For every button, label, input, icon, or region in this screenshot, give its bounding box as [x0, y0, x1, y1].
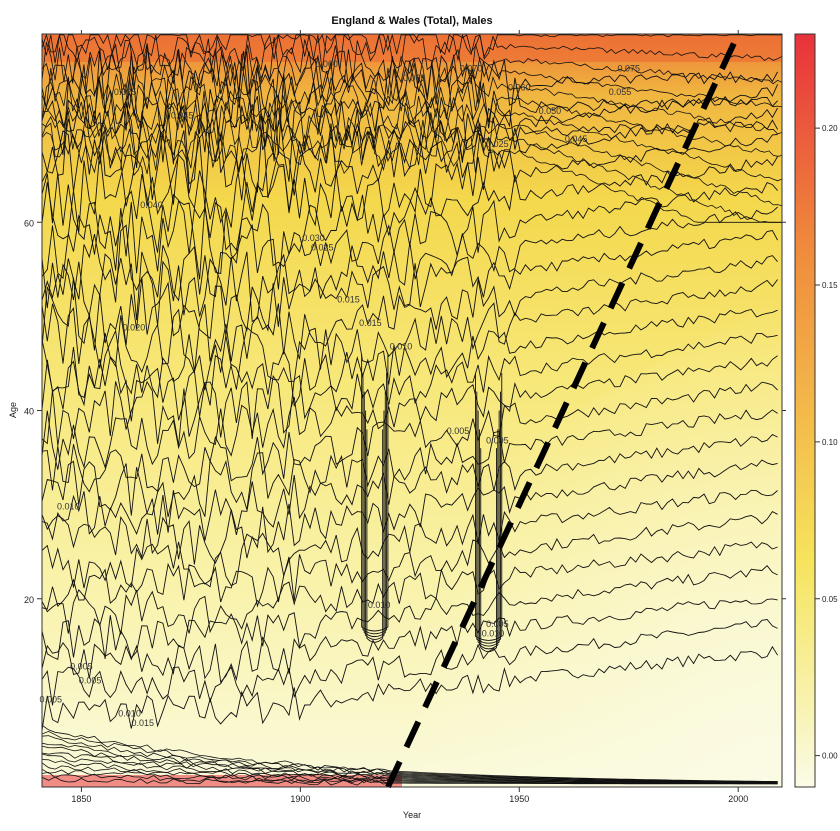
contour-line [42, 619, 778, 706]
contour-line [42, 156, 778, 280]
contour-line [475, 372, 503, 641]
contour-line [476, 391, 501, 644]
contour-line [361, 354, 389, 632]
contour-label: 0.015 [337, 294, 360, 304]
contour-label: 0.025 [311, 242, 334, 252]
contour-label: 0.040 [140, 200, 163, 210]
y-tick-label: 60 [24, 218, 34, 228]
contour-line [42, 541, 778, 635]
contour-label: 0.025 [114, 87, 137, 97]
contour-label: 0.020 [123, 322, 146, 332]
contour-line [42, 50, 782, 108]
contour-label: 0.010 [390, 341, 413, 351]
contour-line [42, 62, 782, 135]
contour-label: 0.015 [131, 718, 154, 728]
contour-line [42, 102, 782, 207]
contour-line [363, 391, 386, 638]
contour-label: 0.010 [118, 708, 141, 718]
contour-label: 0.005 [447, 426, 470, 436]
contour-line [42, 565, 778, 660]
contour-line [42, 598, 778, 684]
contour-labels: 0.0050.0050.0050.0100.0200.0400.0250.045… [39, 59, 640, 728]
contour-label: 0.055 [609, 87, 632, 97]
colorbar-tick-label: 0.10 [822, 438, 838, 447]
colorbar-gradient [794, 33, 816, 788]
chart-title: England & Wales (Total), Males [331, 15, 492, 27]
contour-line [477, 410, 500, 647]
x-axis: 1850 1900 1950 2000 [71, 30, 748, 804]
y-tick-label: 20 [24, 595, 34, 605]
contour-line [42, 206, 778, 326]
colorbar-tick-label: 0.15 [822, 281, 838, 290]
y-axis: 20 40 60 [24, 218, 786, 605]
contour-line [42, 333, 778, 446]
heatmap-field [42, 34, 782, 787]
contour-line [42, 433, 778, 541]
contour-line [42, 43, 778, 136]
contour-label: 0.045 [565, 134, 588, 144]
contour-label: 0.030 [302, 233, 325, 243]
contour-label: 0.010 [482, 628, 505, 638]
x-tick-label: 1900 [290, 794, 310, 804]
contour-line [42, 34, 782, 71]
cohort-dashed-line-segment [385, 32, 741, 789]
contour-line [42, 115, 782, 223]
contour-label: 0.005 [70, 661, 93, 671]
contour-label: 0.015 [359, 318, 382, 328]
contour-line [42, 182, 778, 303]
contour-label: 0.060 [508, 82, 531, 92]
contour-line [42, 409, 778, 518]
contour-line [42, 724, 778, 782]
contour-line [365, 410, 385, 640]
contour-line [42, 94, 778, 185]
contour-line [42, 36, 782, 85]
contour-label: 0.010 [57, 501, 80, 511]
contour-line [42, 511, 778, 610]
contour-line [42, 308, 778, 422]
contour-line [42, 34, 782, 58]
contour-line [42, 75, 782, 157]
contour-label: 0.005 [486, 619, 509, 629]
cohort-dashed-line [385, 32, 741, 789]
colorbar-tick-label: 0.05 [822, 595, 838, 604]
x-tick-label: 2000 [728, 794, 748, 804]
contour-line [42, 459, 778, 565]
contour-line [366, 429, 384, 643]
x-axis-label: Year [403, 810, 421, 820]
contour-line [42, 355, 778, 470]
contour-line [42, 229, 778, 351]
x-tick-label: 1850 [71, 794, 91, 804]
contour-line [480, 448, 497, 653]
contour-line [42, 279, 778, 399]
colorbar: 0.00 0.05 0.10 0.15 0.20 [794, 33, 838, 788]
contour-line [42, 255, 778, 374]
contour-line [42, 89, 782, 182]
contour-line [42, 645, 778, 731]
y-axis-label: Age [8, 402, 18, 418]
contour-label: 0.065 [403, 73, 426, 83]
x-tick-label: 1950 [509, 794, 529, 804]
contour-label: 0.005 [79, 675, 102, 685]
contour-label: 0.045 [171, 111, 194, 121]
contour-label: 0.060 [315, 59, 338, 69]
contour-label: 0.010 [368, 600, 391, 610]
contour-line [42, 489, 778, 589]
y-tick-label: 40 [24, 407, 34, 417]
contour-lines [42, 34, 782, 786]
contour-line [478, 429, 499, 650]
contour-label: 0.070 [460, 64, 483, 74]
contour-label: 0.005 [486, 435, 509, 445]
contour-line [42, 381, 778, 493]
colorbar-tick-label: 0.00 [822, 752, 838, 761]
contour-label: 0.075 [617, 64, 640, 74]
contour-line [362, 372, 388, 635]
contour-label: 0.025 [486, 139, 509, 149]
contour-label: 0.050 [539, 106, 562, 116]
colorbar-tick-label: 0.20 [822, 124, 838, 133]
contour-label: 0.005 [39, 694, 62, 704]
